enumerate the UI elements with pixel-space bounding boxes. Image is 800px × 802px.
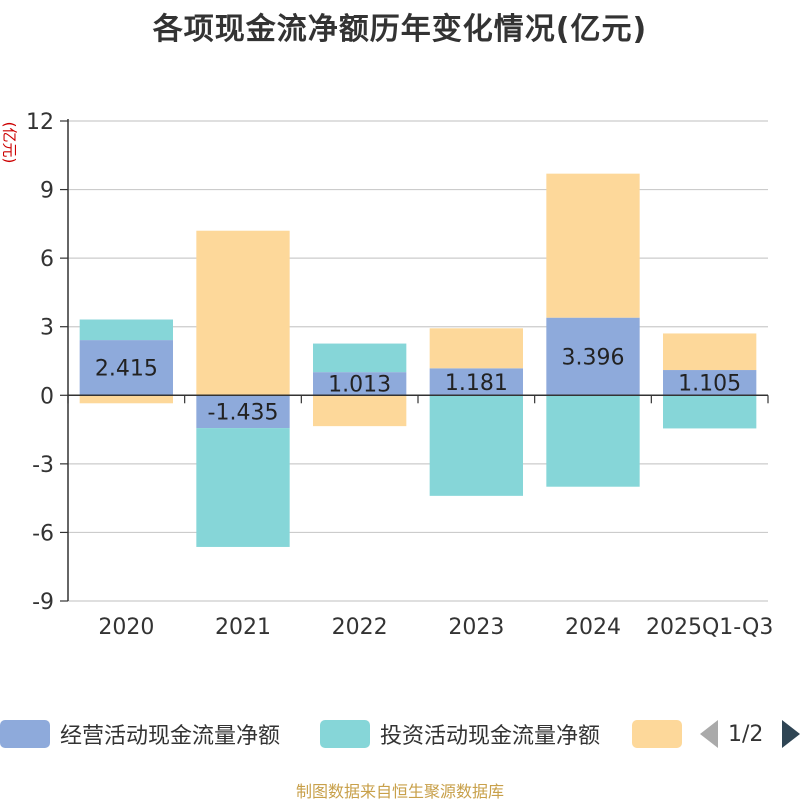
legend-item-operating[interactable]: 经营活动现金流量净额 <box>0 716 280 752</box>
x-tick-label: 2023 <box>448 615 504 640</box>
y-tick-label: 12 <box>26 110 54 135</box>
y-tick-label: 3 <box>40 316 54 341</box>
x-tick-label: 2020 <box>98 615 154 640</box>
data-label-operating: 1.013 <box>328 373 391 398</box>
bar-segment-investing <box>196 428 290 547</box>
y-tick-label: 0 <box>40 384 54 409</box>
bar-segment-financing <box>196 230 290 396</box>
bar-segment-financing <box>546 173 640 318</box>
source-note: 制图数据来自恒生聚源数据库 <box>295 782 504 801</box>
bar-segment-operating <box>429 368 523 396</box>
x-tick-label: 2022 <box>332 615 388 640</box>
bar-segment-operating <box>663 370 757 396</box>
data-label-operating: -1.435 <box>208 401 279 426</box>
bar-segment-operating <box>313 372 407 396</box>
legend-swatch-financing <box>632 720 682 748</box>
bar-segment-financing <box>79 395 173 404</box>
bar-segment-operating <box>196 395 290 429</box>
y-tick-label: -9 <box>32 590 54 615</box>
data-label-operating: 1.105 <box>678 372 741 397</box>
bar-segment-investing <box>79 319 173 341</box>
chart-title: 各项现金流净额历年变化情况(亿元) <box>152 12 648 47</box>
bar-segment-investing <box>663 395 757 429</box>
legend-page-indicator: 1/2 <box>728 722 764 747</box>
bar-segment-financing <box>429 328 523 369</box>
legend: 经营活动现金流量净额 投资活动现金流量净额 1/2 <box>0 716 800 752</box>
legend-prev-page-icon[interactable] <box>700 720 718 748</box>
data-label-operating: 3.396 <box>562 345 625 370</box>
legend-item-investing[interactable]: 投资活动现金流量净额 <box>320 716 600 752</box>
legend-swatch-investing <box>320 720 370 748</box>
chart-plot: 12 9 6 3 0 -3 -6 -9 2020 2021 2022 2023 2024 2025Q1-… <box>26 110 773 640</box>
bar-segment-investing <box>313 343 407 373</box>
y-tick-label: -6 <box>32 521 54 546</box>
y-tick-label: -3 <box>32 453 54 478</box>
bar-segment-operating <box>79 340 173 396</box>
legend-next-page-icon[interactable] <box>782 720 800 748</box>
bar-segment-financing <box>663 333 757 371</box>
bar-segment-operating <box>546 317 640 396</box>
legend-label-investing: 投资活动现金流量净额 <box>380 724 601 749</box>
legend-item-financing[interactable] <box>632 716 682 752</box>
x-tick-label: 2021 <box>215 615 271 640</box>
y-tick-label: 9 <box>40 179 54 204</box>
x-tick-label: 2024 <box>565 615 621 640</box>
y-tick-label: 6 <box>40 247 54 272</box>
bar-segment-investing <box>546 395 640 487</box>
legend-swatch-operating <box>0 720 50 748</box>
legend-label-operating: 经营活动现金流量净额 <box>60 724 281 749</box>
bar-segment-investing <box>429 395 523 496</box>
bar-segment-financing <box>313 395 407 427</box>
x-tick-label: 2025Q1-Q3 <box>646 615 773 640</box>
data-label-operating: 2.415 <box>95 357 158 382</box>
data-label-operating: 1.181 <box>445 371 508 396</box>
